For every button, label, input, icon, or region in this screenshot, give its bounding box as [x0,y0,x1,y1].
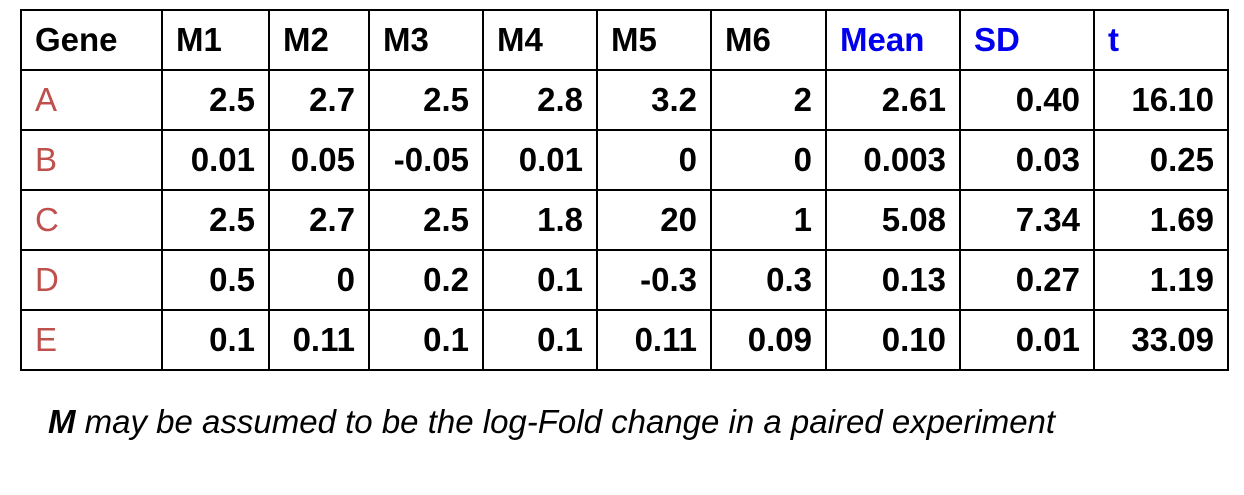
value-cell: 0.01 [482,129,598,191]
value-cell: 1.8 [482,189,598,251]
value-cell: 0.27 [959,249,1095,311]
value-cell: 16.10 [1093,69,1229,131]
value-cell: 33.09 [1093,309,1229,371]
value-cell: 20 [596,189,712,251]
value-cell: 0.2 [368,249,484,311]
header-m1: M1 [161,9,270,71]
value-cell: 2 [710,69,827,131]
gene-name-cell: A [20,69,163,131]
value-cell: 2.5 [161,189,270,251]
gene-name-cell: E [20,309,163,371]
header-row: Gene M1 M2 M3 M4 M5 M6 Mean SD t [20,9,1229,71]
value-cell: 0.01 [161,129,270,191]
gene-name-cell: B [20,129,163,191]
table-row: B 0.01 0.05 -0.05 0.01 0 0 0.003 0.03 0.25 [20,129,1229,191]
header-m2: M2 [268,9,370,71]
table-row: D 0.5 0 0.2 0.1 -0.3 0.3 0.13 0.27 1.19 [20,249,1229,311]
header-m4: M4 [482,9,598,71]
value-cell: 7.34 [959,189,1095,251]
table-body: A 2.5 2.7 2.5 2.8 3.2 2 2.61 0.40 16.10 B 0.01 0.05-… [20,69,1229,371]
header-m6: M6 [710,9,827,71]
header-mean: Mean [825,9,961,71]
value-cell: 1 [710,189,827,251]
value-cell: 0.01 [959,309,1095,371]
header-sd: SD [959,9,1095,71]
value-cell: 0.25 [1093,129,1229,191]
table-row: C 2.5 2.7 2.5 1.8 20 1 5.08 7.34 1.69 [20,189,1229,251]
value-cell: 0.13 [825,249,961,311]
value-cell: 1.69 [1093,189,1229,251]
value-cell: 1.19 [1093,249,1229,311]
header-m5: M5 [596,9,712,71]
header-m3: M3 [368,9,484,71]
value-cell: 0.1 [482,249,598,311]
value-cell: 0 [268,249,370,311]
value-cell: 0.03 [959,129,1095,191]
value-cell: 2.8 [482,69,598,131]
header-t: t [1093,9,1229,71]
value-cell: 2.61 [825,69,961,131]
value-cell: 5.08 [825,189,961,251]
footnote-emphasis: M [48,403,76,440]
value-cell: 0.09 [710,309,827,371]
value-cell: 0.10 [825,309,961,371]
value-cell: 0.1 [161,309,270,371]
value-cell: 0.05 [268,129,370,191]
value-cell: 0.40 [959,69,1095,131]
footnote: M may be assumed to be the log-Fold chan… [48,402,1148,442]
gene-name-cell: C [20,189,163,251]
gene-name-cell: D [20,249,163,311]
value-cell: 0.1 [482,309,598,371]
table-row: A 2.5 2.7 2.5 2.8 3.2 2 2.61 0.40 16.10 [20,69,1229,131]
value-cell: 0 [710,129,827,191]
value-cell: 2.7 [268,69,370,131]
value-cell: -0.3 [596,249,712,311]
value-cell: 2.5 [161,69,270,131]
table-row: E 0.1 0.11 0.1 0.1 0.11 0.09 0.10 0.01 33.09 [20,309,1229,371]
value-cell: 3.2 [596,69,712,131]
footnote-text: may be assumed to be the log-Fold change… [75,403,1056,440]
header-gene: Gene [20,9,163,71]
value-cell: 2.5 [368,69,484,131]
value-cell: 2.7 [268,189,370,251]
data-table: Gene M1 M2 M3 M4 M5 M6 Mean SD t A 2.5 2.7… [20,9,1229,371]
value-cell: 0.5 [161,249,270,311]
value-cell: 0 [596,129,712,191]
value-cell: -0.05 [368,129,484,191]
value-cell: 2.5 [368,189,484,251]
value-cell: 0.11 [268,309,370,371]
value-cell: 0.11 [596,309,712,371]
value-cell: 0.3 [710,249,827,311]
value-cell: 0.003 [825,129,961,191]
value-cell: 0.1 [368,309,484,371]
